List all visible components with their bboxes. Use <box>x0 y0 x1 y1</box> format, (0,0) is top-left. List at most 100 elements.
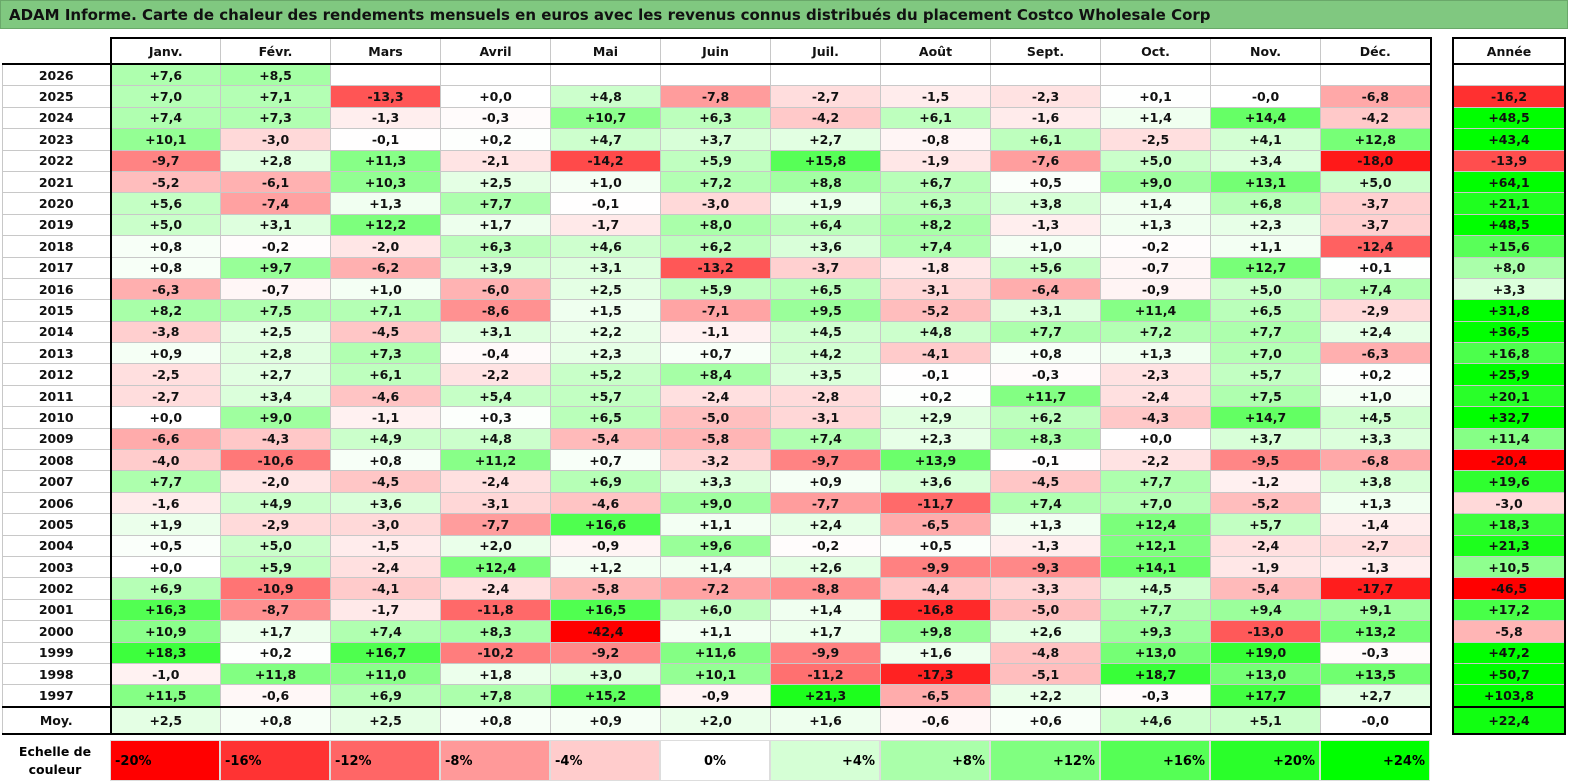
heatmap-cell: +9,0 <box>660 491 771 515</box>
heatmap-cell: +5,7 <box>550 384 661 408</box>
heatmap-cell: -2,5 <box>110 363 221 386</box>
heatmap-cell: -0,3 <box>1100 684 1211 708</box>
heatmap-cell: +9,3 <box>1100 620 1211 643</box>
heatmap-cell: +1,0 <box>330 277 441 301</box>
heatmap-cell: +9,7 <box>220 256 331 279</box>
year-label: 1997 <box>2 684 112 708</box>
heatmap-cell: -10,2 <box>440 641 551 664</box>
year-label: 2003 <box>2 555 112 579</box>
year-total-cell: +10,5 <box>1452 555 1566 579</box>
heatmap-cell: +10,1 <box>660 662 771 686</box>
table-row: 2024 +7,4 +7,3 -1,3 -0,3 +10,7 +6,3 -4,2 +6,1 -1,… <box>2 106 1432 130</box>
year-total-cell: -3,0 <box>1452 491 1566 515</box>
heatmap-cell: +11,5 <box>110 684 221 708</box>
heatmap-cell: -0,9 <box>550 534 661 557</box>
heatmap-cell: -6,3 <box>110 277 221 301</box>
heatmap-cell: -3,0 <box>330 513 441 536</box>
heatmap-cell: -1,6 <box>990 106 1101 130</box>
heatmap-cell: +1,3 <box>990 513 1101 536</box>
heatmap-cell: +7,1 <box>330 299 441 322</box>
monthly-returns-heatmap: Janv. Févr. Mars Avril Mai Juin Juil. Août Sept.… <box>2 37 1432 735</box>
year-total-cell: +8,0 <box>1452 256 1566 279</box>
year-label: 2014 <box>2 320 112 344</box>
heatmap-cell: -0,2 <box>220 235 331 258</box>
heatmap-cell: -4,6 <box>550 491 661 515</box>
table-row: 2006 -1,6 +4,9 +3,6 -3,1 -4,6 +9,0 -7,7 -11,7 +7,… <box>2 491 1432 515</box>
heatmap-cell: +3,0 <box>550 662 661 686</box>
annual-returns-column: Année -16,2 +48,5 +43,4 -13,9 +64,1 +21,1 +48,5… <box>1452 37 1566 735</box>
table-row: 2013 +0,9 +2,8 +7,3 -0,4 +2,3 +0,7 +4,2 -4,1 +0,8… <box>2 342 1432 365</box>
heatmap-cell: -3,2 <box>660 449 771 472</box>
header-row: Janv. Févr. Mars Avril Mai Juin Juil. Août Sept.… <box>2 37 1432 65</box>
heatmap-cell: +0,9 <box>110 342 221 365</box>
scale-swatch: +20% <box>1210 740 1320 781</box>
heatmap-cell: +6,0 <box>660 598 771 622</box>
heatmap-cell: +5,0 <box>1210 277 1321 301</box>
heatmap-cell: +21,3 <box>770 684 881 708</box>
year-total-cell: +21,3 <box>1452 534 1566 557</box>
heatmap-cell: +3,6 <box>880 470 991 493</box>
average-cell: +2,5 <box>330 705 441 735</box>
heatmap-cell: -3,1 <box>770 406 881 429</box>
heatmap-cell: +4,6 <box>550 235 661 258</box>
heatmap-cell: +5,4 <box>440 384 551 408</box>
heatmap-cell: -17,7 <box>1320 577 1432 600</box>
heatmap-cell: +13,2 <box>1320 620 1432 643</box>
table-row: 2020 +5,6 -7,4 +1,3 +7,7 -0,1 -3,0 +1,9 +6,3 +3,8… <box>2 192 1432 215</box>
heatmap-cell: +2,2 <box>550 320 661 344</box>
heatmap-cell: +3,4 <box>220 384 331 408</box>
heatmap-cell: -0,1 <box>880 363 991 386</box>
heatmap-cell: -4,6 <box>330 384 441 408</box>
heatmap-cell: +1,7 <box>440 213 551 237</box>
heatmap-cell: -7,6 <box>990 149 1101 172</box>
year-label: 2001 <box>2 598 112 622</box>
heatmap-cell: -3,8 <box>110 320 221 344</box>
heatmap-cell: +1,2 <box>550 555 661 579</box>
heatmap-cell: -9,5 <box>1210 449 1321 472</box>
heatmap-cell: +2,7 <box>220 363 331 386</box>
heatmap-cell: +3,8 <box>1320 470 1432 493</box>
heatmap-cell: -11,8 <box>440 598 551 622</box>
heatmap-cell: +1,4 <box>1100 192 1211 215</box>
heatmap-cell: -1,6 <box>110 491 221 515</box>
year-total-cell: -5,8 <box>1452 620 1566 643</box>
heatmap-cell: +5,6 <box>990 256 1101 279</box>
year-label: 2018 <box>2 235 112 258</box>
heatmap-cell: +1,3 <box>1320 491 1432 515</box>
heatmap-cell: -7,2 <box>660 577 771 600</box>
heatmap-cell: +3,5 <box>770 363 881 386</box>
average-cell: -0,0 <box>1320 705 1432 735</box>
heatmap-cell: +0,1 <box>1100 85 1211 108</box>
heatmap-cell: +5,7 <box>1210 513 1321 536</box>
heatmap-cell <box>880 63 991 87</box>
heatmap-cell: +0,2 <box>440 128 551 151</box>
heatmap-cell: +2,6 <box>770 555 881 579</box>
heatmap-cell: +7,4 <box>880 235 991 258</box>
year-total-cell: +43,4 <box>1452 128 1566 151</box>
heatmap-cell: +7,4 <box>770 427 881 451</box>
heatmap-cell: -4,5 <box>330 470 441 493</box>
heatmap-cell <box>1210 63 1321 87</box>
heatmap-cell: +2,7 <box>1320 684 1432 708</box>
year-total-cell: +19,6 <box>1452 470 1566 493</box>
heatmap-cell: +0,8 <box>330 449 441 472</box>
year-label: 2004 <box>2 534 112 557</box>
heatmap-cell <box>330 63 441 87</box>
year-total-cell: +64,1 <box>1452 170 1566 194</box>
heatmap-cell: +1,0 <box>990 235 1101 258</box>
year-label: 2016 <box>2 277 112 301</box>
heatmap-cell: +4,2 <box>770 342 881 365</box>
table-row: 2001 +16,3 -8,7 -1,7 -11,8 +16,5 +6,0 +1,4 -16,8… <box>2 598 1432 622</box>
heatmap-cell: +0,8 <box>110 235 221 258</box>
heatmap-cell: -18,0 <box>1320 149 1432 172</box>
heatmap-cell: +6,7 <box>880 170 991 194</box>
heatmap-cell <box>770 63 881 87</box>
table-row: 2003 +0,0 +5,9 -2,4 +12,4 +1,2 +1,4 +2,6 -9,9 -9,… <box>2 555 1432 579</box>
heatmap-cell: -2,9 <box>1320 299 1432 322</box>
table-row: 2025 +7,0 +7,1 -13,3 +0,0 +4,8 -7,8 -2,7 -1,5 -2,… <box>2 85 1432 108</box>
table-row: 2007 +7,7 -2,0 -4,5 -2,4 +6,9 +3,3 +0,9 +3,6 -4,5… <box>2 470 1432 493</box>
year-label: 2019 <box>2 213 112 237</box>
heatmap-cell: +2,8 <box>220 342 331 365</box>
table-row: 2019 +5,0 +3,1 +12,2 +1,7 -1,7 +8,0 +6,4 +8,2 -1,… <box>2 213 1432 237</box>
year-total-cell: +48,5 <box>1452 106 1566 130</box>
